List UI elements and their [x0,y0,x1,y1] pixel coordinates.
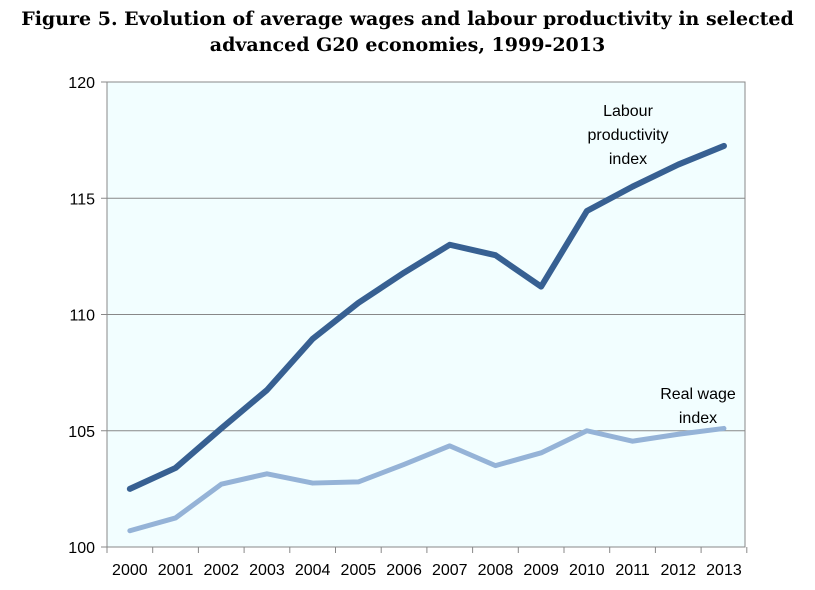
chart-title: Figure 5. Evolution of average wages and… [0,6,815,58]
y-tick-label: 105 [68,424,95,441]
series-line-real-wage-index [127,425,727,534]
series-label: index [609,151,647,168]
x-tick-label: 2011 [615,562,650,579]
x-tick-label: 2005 [341,562,377,579]
x-tick-label: 2009 [523,562,559,579]
x-tick-label: 2008 [478,562,514,579]
title-line-1: Figure 5. Evolution of average wages and… [21,8,794,30]
x-tick-label: 2007 [432,562,468,579]
title-line-2: advanced G20 economies, 1999-2013 [209,34,606,56]
x-tick-label: 2002 [203,562,239,579]
x-tick-label: 2001 [158,562,194,579]
series-line-labour-productivity-index [126,142,727,492]
y-tick-label: 120 [68,75,95,92]
x-tick-label: 2003 [249,562,285,579]
y-tick-label: 110 [69,308,95,325]
series-label: Real wage [660,386,736,403]
y-tick-label: 100 [68,540,95,557]
series-label: productivity [588,127,669,144]
x-tick-label: 2004 [295,562,331,579]
x-tick-label: 2000 [112,562,148,579]
x-tick-label: 2006 [386,562,422,579]
x-tick-label: 2010 [569,562,605,579]
x-tick-label: 2013 [706,562,742,579]
x-tick-label: 2012 [660,562,696,579]
series-label: Labour [603,103,653,120]
series-label: index [679,410,717,427]
y-tick-label: 115 [69,191,95,208]
